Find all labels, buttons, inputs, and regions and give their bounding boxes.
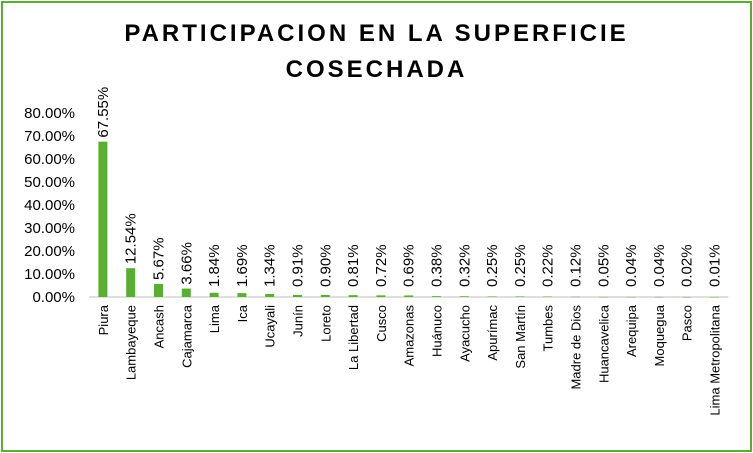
data-label: 0.81%	[345, 244, 362, 287]
data-label: 0.22%	[540, 244, 557, 287]
category-label: Ica	[235, 304, 250, 322]
bar	[265, 293, 275, 297]
category-label: Amazonas	[402, 305, 417, 367]
data-label: 0.91%	[290, 244, 307, 287]
y-tick-label: 20.00%	[24, 243, 75, 260]
bar	[154, 283, 163, 297]
data-label: 0.25%	[484, 244, 501, 287]
data-label: 0.02%	[679, 244, 696, 287]
bar	[404, 295, 414, 297]
data-label: 0.38%	[429, 244, 446, 287]
category-label: Piura	[96, 304, 111, 335]
data-label: 3.66%	[178, 242, 195, 285]
data-label: 12.54%	[123, 213, 140, 264]
data-label: 0.04%	[623, 244, 640, 287]
bar	[126, 268, 136, 297]
data-label: 67.55%	[95, 87, 112, 138]
chart-title-line-1: PARTICIPACION EN LA SUPERFICIE	[124, 20, 629, 47]
category-labels: Piura Lambayeque Ancash Cajamarca Lima Ica Uca…	[96, 304, 723, 415]
y-tick-label: 30.00%	[24, 220, 75, 237]
category-label: Lima	[207, 304, 222, 333]
bar	[654, 296, 664, 298]
bar	[348, 295, 358, 297]
bar	[293, 294, 302, 297]
data-label: 5.67%	[151, 237, 168, 280]
bars	[98, 141, 719, 298]
category-label: Cusco	[374, 305, 389, 342]
chart-title-line-2: COSECHADA	[285, 56, 468, 83]
y-tick-label: 70.00%	[24, 128, 75, 145]
bar	[543, 296, 553, 297]
bar	[320, 294, 330, 297]
y-tick-label: 60.00%	[24, 151, 75, 168]
bar	[515, 296, 525, 297]
bar	[571, 296, 580, 298]
bar	[626, 296, 636, 298]
data-label: 0.12%	[568, 244, 585, 287]
bar	[459, 296, 469, 297]
y-tick-label: 0.00%	[32, 289, 75, 306]
bar	[376, 295, 386, 297]
data-label: 1.69%	[234, 244, 251, 287]
category-label: Lambayeque	[124, 305, 139, 380]
y-tick-label: 80.00%	[24, 105, 75, 122]
data-label: 0.69%	[401, 244, 418, 287]
y-tick-label: 50.00%	[24, 174, 75, 191]
bar	[181, 288, 191, 297]
bar	[98, 141, 108, 297]
data-label: 1.84%	[206, 244, 223, 287]
bar	[209, 292, 219, 297]
category-label: Madre de Dios	[569, 305, 584, 390]
category-label: Junín	[291, 305, 306, 337]
category-label: Ancash	[152, 305, 167, 348]
bar	[237, 293, 247, 297]
data-label: 1.34%	[262, 244, 279, 287]
category-label: Ayacucho	[457, 305, 472, 362]
category-label: Pasco	[680, 305, 695, 341]
y-axis: 0.00% 10.00% 20.00% 30.00% 40.00% 50.00% 60.00…	[24, 105, 729, 306]
category-label: Lima Metropolitana	[708, 304, 723, 415]
data-label: 0.90%	[317, 244, 334, 287]
category-label: Cajamarca	[179, 304, 194, 368]
bar	[710, 296, 719, 298]
bar	[682, 296, 692, 298]
y-tick-label: 10.00%	[24, 266, 75, 283]
category-label: San Martín	[513, 305, 528, 369]
data-labels: 67.55% 12.54% 5.67% 3.66% 1.84% 1.69% 1.34% 0.9…	[95, 87, 724, 287]
category-label: Ucayali	[263, 305, 278, 348]
y-tick-label: 40.00%	[24, 197, 75, 214]
category-label: Huancavelica	[596, 304, 611, 383]
category-label: Huánuco	[430, 305, 445, 357]
bar	[487, 296, 497, 297]
data-label: 0.04%	[651, 244, 668, 287]
category-label: Tumbes	[541, 305, 556, 352]
category-label: Arequipa	[624, 304, 639, 357]
category-label: Apurímac	[485, 305, 500, 361]
data-label: 0.01%	[707, 244, 724, 287]
category-label: Moquegua	[652, 304, 667, 366]
data-label: 0.32%	[456, 244, 473, 287]
bar	[432, 296, 441, 297]
data-label: 0.25%	[512, 244, 529, 287]
data-label: 0.72%	[373, 244, 390, 287]
data-label: 0.05%	[595, 244, 612, 287]
category-label: Loreto	[318, 305, 333, 342]
bar	[598, 296, 608, 298]
category-label: La Libertad	[346, 305, 361, 370]
